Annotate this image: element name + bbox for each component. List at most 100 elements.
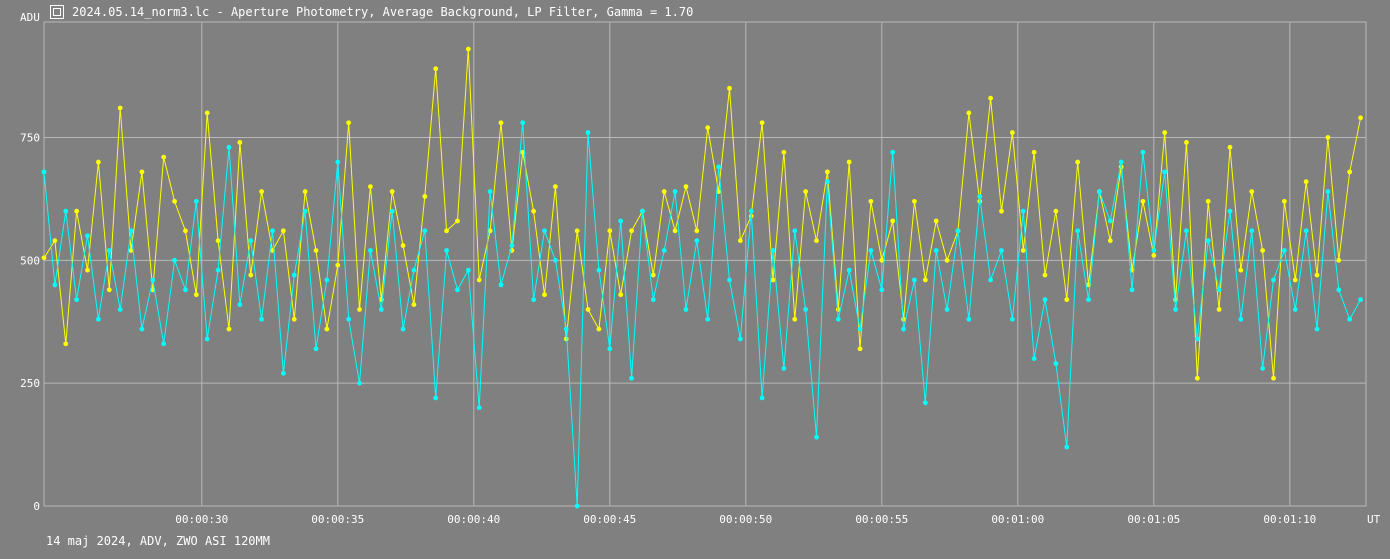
data-point [1173, 307, 1178, 312]
data-point [748, 208, 754, 214]
data-point [465, 267, 471, 273]
data-point [1314, 326, 1320, 332]
data-point [1162, 169, 1168, 175]
data-point [74, 208, 80, 214]
data-point [1249, 189, 1255, 194]
data-point [204, 336, 210, 342]
data-point [563, 326, 569, 332]
data-point [1205, 238, 1211, 244]
data-point [455, 218, 460, 224]
data-point [346, 316, 352, 322]
data-point [781, 366, 787, 371]
data-point [389, 208, 395, 214]
data-point [1194, 375, 1200, 381]
data-point [542, 228, 547, 234]
data-point [96, 316, 101, 322]
data-point [879, 287, 885, 293]
data-point [498, 282, 504, 288]
x-tick-label: 00:00:30 [175, 513, 228, 526]
data-point [433, 395, 439, 401]
data-point [618, 218, 624, 224]
data-point [1336, 287, 1342, 293]
data-point [117, 307, 123, 312]
data-point [324, 326, 330, 332]
data-point [1336, 257, 1342, 263]
data-point [574, 503, 580, 509]
x-tick-label: 00:00:45 [583, 513, 636, 526]
data-point [1086, 297, 1091, 303]
data-point [672, 189, 678, 194]
data-point [237, 139, 243, 145]
data-point [117, 105, 123, 111]
data-point [1325, 189, 1331, 194]
data-point [879, 257, 885, 263]
data-point [868, 248, 874, 253]
data-point [868, 198, 874, 204]
data-point [792, 228, 798, 234]
data-point [955, 228, 961, 234]
data-point [1238, 316, 1244, 322]
data-point [770, 248, 776, 253]
data-point [487, 228, 493, 234]
data-point [737, 238, 743, 244]
data-point [1031, 356, 1037, 361]
data-point [694, 238, 700, 244]
y-axis-label: ADU [20, 11, 40, 24]
x-tick-label: 00:01:10 [1263, 513, 1316, 526]
data-point [41, 169, 47, 175]
data-point [1271, 375, 1276, 381]
data-point [1358, 297, 1363, 303]
data-point [999, 208, 1004, 214]
data-point [727, 85, 732, 91]
data-point [1151, 248, 1157, 253]
data-point [161, 154, 167, 160]
data-point [302, 189, 308, 194]
data-point [672, 228, 678, 234]
data-point [552, 257, 558, 263]
data-point [193, 198, 199, 204]
data-point [596, 326, 602, 332]
data-point [901, 316, 906, 322]
data-point [912, 198, 917, 204]
x-axis-label: UT [1367, 513, 1381, 526]
data-point [183, 228, 188, 234]
data-point [248, 238, 254, 244]
data-point [683, 307, 689, 312]
data-point [520, 120, 526, 126]
data-point [846, 159, 852, 165]
data-point [574, 228, 580, 234]
data-point [368, 248, 373, 253]
data-point [1260, 366, 1266, 371]
data-point [1053, 361, 1059, 366]
footer-info: 14 maj 2024, ADV, ZWO ASI 120MM [46, 534, 270, 548]
data-point [629, 375, 634, 381]
data-point [1042, 297, 1048, 303]
data-point [542, 292, 547, 298]
data-point [357, 307, 362, 312]
data-point [781, 149, 787, 155]
data-point [106, 287, 112, 293]
data-point [705, 125, 711, 131]
data-point [1064, 444, 1070, 450]
data-point [63, 208, 69, 214]
data-point [389, 189, 395, 194]
data-point [1140, 198, 1146, 204]
data-point [139, 326, 145, 332]
data-point [444, 248, 449, 253]
y-tick-label: 250 [20, 377, 40, 390]
window-title: 2024.05.14_norm3.lc - Aperture Photometr… [72, 5, 694, 19]
data-point [825, 169, 830, 175]
data-point [335, 159, 341, 165]
data-point [128, 248, 134, 253]
light-curve-app-icon[interactable] [50, 5, 64, 19]
data-point [280, 370, 286, 376]
data-point [1205, 198, 1211, 204]
data-point [411, 267, 417, 273]
x-tick-label: 00:00:40 [447, 513, 500, 526]
data-point [313, 248, 319, 253]
data-point [835, 316, 841, 322]
data-point [650, 297, 656, 303]
data-point [759, 120, 765, 126]
data-point [640, 208, 645, 214]
x-tick-label: 00:00:55 [855, 513, 908, 526]
